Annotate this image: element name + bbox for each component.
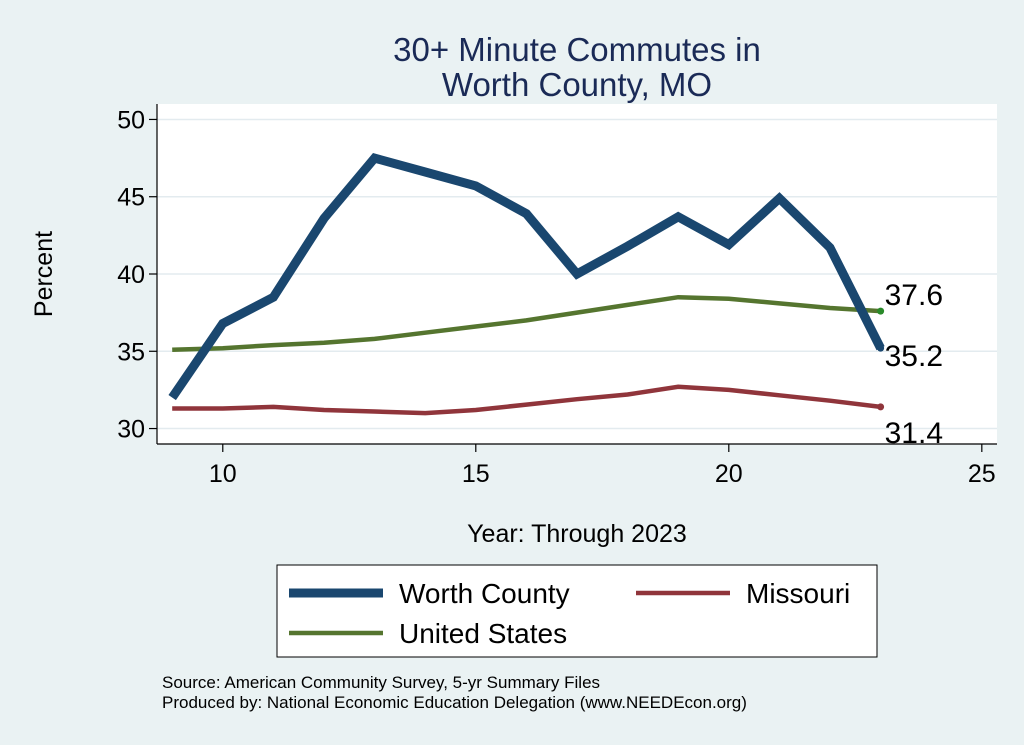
y-tick-label-50: 50 xyxy=(117,106,145,134)
x-tick-label-25: 25 xyxy=(968,460,996,488)
y-tick-label-40: 40 xyxy=(117,261,145,289)
series-line-worth-county xyxy=(168,152,885,401)
x-tick-label-10: 10 xyxy=(209,460,237,488)
producer-note: Produced by: National Economic Education… xyxy=(162,693,747,712)
legend-label-missouri: Missouri xyxy=(746,578,850,609)
legend-label-worth-county: Worth County xyxy=(399,578,570,609)
end-marker-missouri xyxy=(877,403,885,411)
end-label-worth-county: 35.2 xyxy=(885,340,943,373)
series-layer: 35.2 31.4 37.6 xyxy=(168,152,943,450)
x-axis-label: Year: Through 2023 xyxy=(467,520,687,548)
end-marker-worth-county xyxy=(877,344,885,352)
y-tick-label-45: 45 xyxy=(117,184,145,212)
chart-title: 30+ Minute Commutes in Worth County, MO xyxy=(393,31,761,103)
series-line-missouri xyxy=(172,384,881,416)
y-tick-label-30: 30 xyxy=(117,416,145,444)
x-tick-label-15: 15 xyxy=(462,460,490,488)
x-tick-label-20: 20 xyxy=(715,460,743,488)
axes: 30 35 40 45 50 10 15 20 25 xyxy=(117,104,997,488)
legend-box xyxy=(276,564,878,658)
y-axis-label: Percent xyxy=(30,231,58,317)
end-label-united-states: 37.6 xyxy=(885,279,943,312)
y-tick-label-35: 35 xyxy=(117,338,145,366)
source-note: Source: American Community Survey, 5-yr … xyxy=(162,673,600,692)
end-label-missouri: 31.4 xyxy=(885,417,943,450)
legend-label-united-states: United States xyxy=(399,618,567,649)
end-marker-united-states xyxy=(877,307,885,315)
series-line-united-states xyxy=(172,294,881,352)
legend: Worth County Missouri United States xyxy=(276,564,878,658)
chart-title-line-2: Worth County, MO xyxy=(442,66,712,103)
chart-title-line-1: 30+ Minute Commutes in xyxy=(393,31,761,68)
